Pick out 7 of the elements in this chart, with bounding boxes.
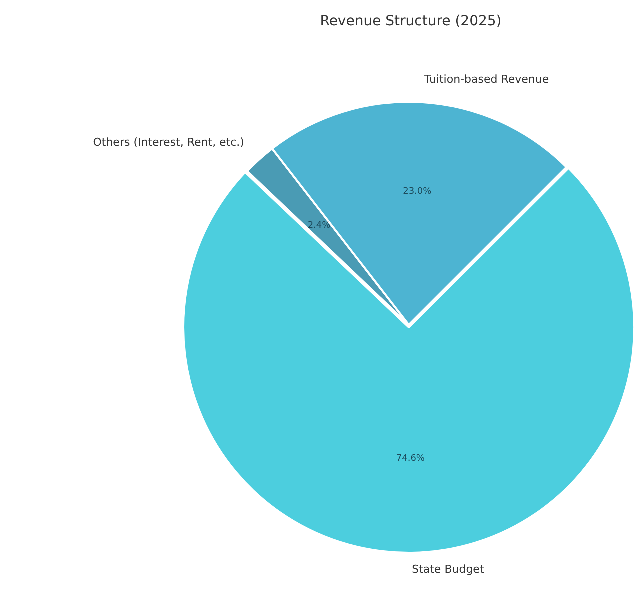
slice-label: Tuition-based Revenue (423, 73, 550, 86)
data-label: 23.0% (403, 186, 432, 197)
data-label: 74.6% (396, 454, 426, 464)
chart-title: Revenue Structure (2025) (320, 14, 502, 30)
data-label: 2.4% (308, 221, 332, 232)
slice-label: Others (Interest, Rent, etc.) (93, 136, 244, 149)
slice-label: State Budget (412, 563, 485, 576)
